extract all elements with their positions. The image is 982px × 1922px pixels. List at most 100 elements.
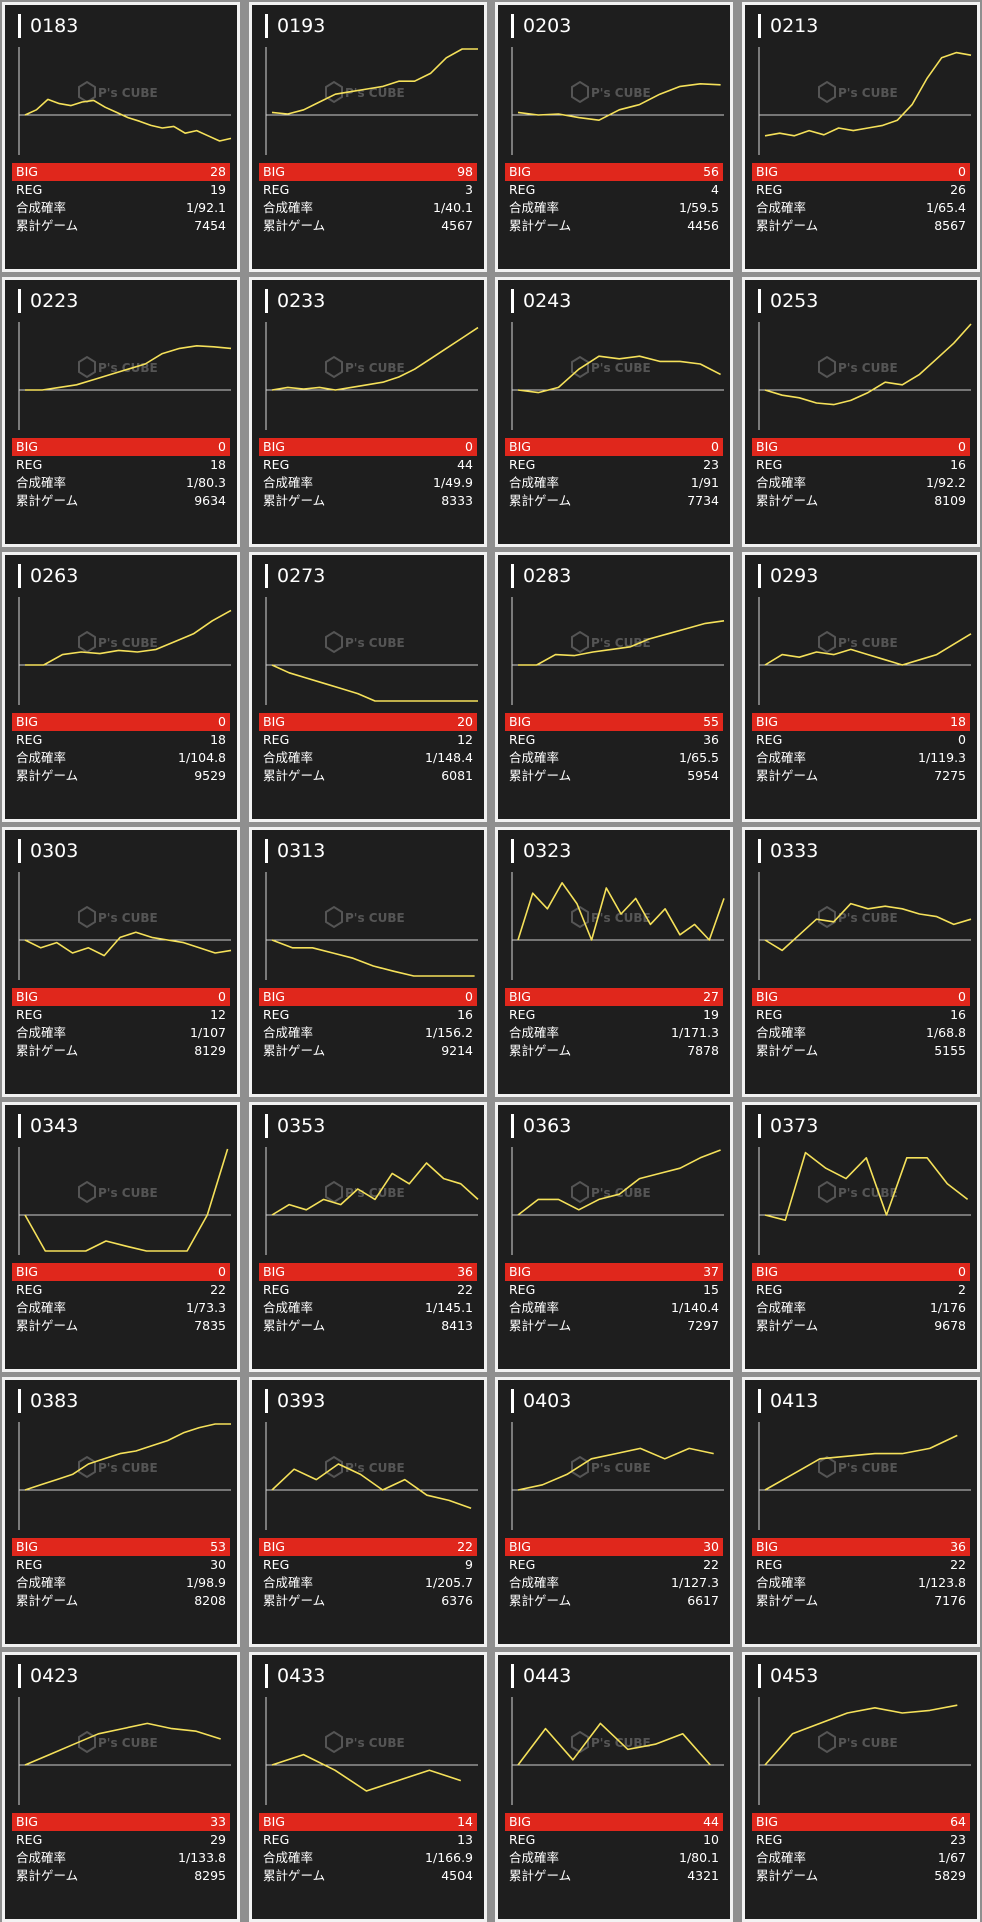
machine-card[interactable]: 0243 P's CUBE BIG 0 REG 23 合成確率 1/91 累計ゲーム 7734 (495, 277, 733, 547)
machine-card[interactable]: 0433 P's CUBE BIG 14 REG 13 合成確率 1/166.9 累計ゲーム 45… (249, 1652, 487, 1922)
machine-card[interactable]: 0263 P's CUBE BIG 0 REG 18 合成確率 1/104.8 累計ゲーム 952… (2, 552, 240, 822)
slump-graph: P's CUBE (265, 872, 478, 980)
machine-card[interactable]: 0233 P's CUBE BIG 0 REG 44 合成確率 1/49.9 累計ゲーム 8333 (249, 277, 487, 547)
stat-value: 28 (210, 164, 226, 179)
machine-card[interactable]: 0363 P's CUBE BIG 37 REG 15 合成確率 1/140.4 累計ゲーム 72… (495, 1102, 733, 1372)
slump-graph: P's CUBE (265, 47, 478, 155)
machine-number: 0343 (18, 1114, 78, 1138)
total-games-row: 累計ゲーム 7176 (752, 1592, 970, 1610)
watermark-logo: P's CUBE (818, 630, 898, 654)
stat-label: 合成確率 (263, 1300, 314, 1315)
stat-label: 累計ゲーム (16, 768, 79, 783)
machine-card[interactable]: 0223 P's CUBE BIG 0 REG 18 合成確率 1/80.3 累計ゲーム 9634 (2, 277, 240, 547)
big-count-row: BIG 53 (12, 1538, 230, 1556)
machine-card[interactable]: 0323 P's CUBE BIG 27 REG 19 合成確率 1/171.3 累計ゲーム 78… (495, 827, 733, 1097)
stat-label: REG (756, 732, 783, 747)
combined-rate-row: 合成確率 1/156.2 (259, 1024, 477, 1042)
svg-text:P's CUBE: P's CUBE (838, 86, 898, 100)
combined-rate-row: 合成確率 1/68.8 (752, 1024, 970, 1042)
stat-value: 10 (703, 1832, 719, 1847)
machine-number: 0243 (511, 289, 571, 313)
reg-count-row: REG 4 (505, 181, 723, 199)
stat-label: 累計ゲーム (509, 1318, 572, 1333)
stat-label: REG (16, 1832, 43, 1847)
machine-number: 0413 (758, 1389, 818, 1413)
reg-count-row: REG 30 (12, 1556, 230, 1574)
machine-stats: BIG 0 REG 26 合成確率 1/65.4 累計ゲーム 8567 (752, 163, 970, 235)
total-games-row: 累計ゲーム 8129 (12, 1042, 230, 1060)
machine-number: 0373 (758, 1114, 818, 1138)
machine-card[interactable]: 0203 P's CUBE BIG 56 REG 4 合成確率 1/59.5 累計ゲーム 4456 (495, 2, 733, 272)
total-games-row: 累計ゲーム 8208 (12, 1592, 230, 1610)
stat-value: 4 (711, 182, 719, 197)
machine-card[interactable]: 0303 P's CUBE BIG 0 REG 12 合成確率 1/107 累計ゲーム 8129 (2, 827, 240, 1097)
combined-rate-row: 合成確率 1/80.3 (12, 474, 230, 492)
stat-label: REG (16, 1007, 43, 1022)
total-games-row: 累計ゲーム 4456 (505, 217, 723, 235)
machine-number: 0383 (18, 1389, 78, 1413)
stat-value: 20 (457, 714, 473, 729)
machine-card[interactable]: 0273 P's CUBE BIG 20 REG 12 合成確率 1/148.4 累計ゲーム 60… (249, 552, 487, 822)
svg-text:P's CUBE: P's CUBE (345, 636, 405, 650)
machine-number: 0363 (511, 1114, 571, 1138)
svg-text:P's CUBE: P's CUBE (98, 1186, 158, 1200)
machine-card[interactable]: 0383 P's CUBE BIG 53 REG 30 合成確率 1/98.9 累計ゲーム 820… (2, 1377, 240, 1647)
stat-label: REG (263, 1282, 290, 1297)
machine-card[interactable]: 0213 P's CUBE BIG 0 REG 26 合成確率 1/65.4 累計ゲーム 8567 (742, 2, 980, 272)
reg-count-row: REG 36 (505, 731, 723, 749)
machine-card[interactable]: 0293 P's CUBE BIG 18 REG 0 合成確率 1/119.3 累計ゲーム 727… (742, 552, 980, 822)
machine-card[interactable]: 0423 P's CUBE BIG 33 REG 29 合成確率 1/133.8 累計ゲーム 82… (2, 1652, 240, 1922)
stat-label: 合成確率 (263, 750, 314, 765)
machine-card[interactable]: 0403 P's CUBE BIG 30 REG 22 合成確率 1/127.3 累計ゲーム 66… (495, 1377, 733, 1647)
slump-line (271, 664, 478, 702)
machine-card[interactable]: 0393 P's CUBE BIG 22 REG 9 合成確率 1/205.7 累計ゲーム 637… (249, 1377, 487, 1647)
stat-value: 6376 (441, 1593, 473, 1608)
reg-count-row: REG 10 (505, 1831, 723, 1849)
stat-value: 26 (950, 182, 966, 197)
machine-card[interactable]: 0443 P's CUBE BIG 44 REG 10 合成確率 1/80.1 累計ゲーム 432… (495, 1652, 733, 1922)
machine-card[interactable]: 0283 P's CUBE BIG 55 REG 36 合成確率 1/65.5 累計ゲーム 595… (495, 552, 733, 822)
slump-line (517, 1447, 714, 1491)
machine-card[interactable]: 0253 P's CUBE BIG 0 REG 16 合成確率 1/92.2 累計ゲーム 8109 (742, 277, 980, 547)
stat-value: 7297 (687, 1318, 719, 1333)
stat-value: 5829 (934, 1868, 966, 1883)
stat-label: 累計ゲーム (509, 1043, 572, 1058)
stat-value: 7454 (194, 218, 226, 233)
machine-card[interactable]: 0333 P's CUBE BIG 0 REG 16 合成確率 1/68.8 累計ゲーム 5155 (742, 827, 980, 1097)
stat-value: 5155 (934, 1043, 966, 1058)
stat-label: REG (263, 457, 290, 472)
machine-stats: BIG 28 REG 19 合成確率 1/92.1 累計ゲーム 7454 (12, 163, 230, 235)
stat-value: 22 (950, 1557, 966, 1572)
stat-value: 1/80.1 (679, 1850, 719, 1865)
slump-graph: P's CUBE (758, 322, 972, 430)
machine-card[interactable]: 0353 P's CUBE BIG 36 REG 22 合成確率 1/145.1 累計ゲーム 84… (249, 1102, 487, 1372)
stat-label: BIG (509, 439, 531, 454)
machine-card[interactable]: 0413 P's CUBE BIG 36 REG 22 合成確率 1/123.8 累計ゲーム 71… (742, 1377, 980, 1647)
watermark-logo: P's CUBE (818, 1730, 898, 1754)
total-games-row: 累計ゲーム 6617 (505, 1592, 723, 1610)
slump-graph: P's CUBE (511, 322, 724, 430)
slump-graph: P's CUBE (265, 1422, 478, 1530)
stat-label: 累計ゲーム (756, 1318, 819, 1333)
machine-stats: BIG 0 REG 18 合成確率 1/104.8 累計ゲーム 9529 (12, 713, 230, 785)
machine-card[interactable]: 0453 P's CUBE BIG 64 REG 23 合成確率 1/67 累計ゲーム 5829 (742, 1652, 980, 1922)
machine-card[interactable]: 0193 P's CUBE BIG 98 REG 3 合成確率 1/40.1 累計ゲーム 4567 (249, 2, 487, 272)
big-count-row: BIG 30 (505, 1538, 723, 1556)
machine-stats: BIG 37 REG 15 合成確率 1/140.4 累計ゲーム 7297 (505, 1263, 723, 1335)
big-count-row: BIG 22 (259, 1538, 477, 1556)
stat-value: 0 (465, 439, 473, 454)
machine-card[interactable]: 0343 P's CUBE BIG 0 REG 22 合成確率 1/73.3 累計ゲーム 7835 (2, 1102, 240, 1372)
stat-label: 合成確率 (756, 1025, 807, 1040)
stat-label: 累計ゲーム (16, 493, 79, 508)
machine-stats: BIG 14 REG 13 合成確率 1/166.9 累計ゲーム 4504 (259, 1813, 477, 1885)
stat-value: 19 (703, 1007, 719, 1022)
machine-card[interactable]: 0313 P's CUBE BIG 0 REG 16 合成確率 1/156.2 累計ゲーム 921… (249, 827, 487, 1097)
svg-text:P's CUBE: P's CUBE (838, 361, 898, 375)
reg-count-row: REG 18 (12, 731, 230, 749)
stat-label: 合成確率 (509, 1575, 560, 1590)
machine-card[interactable]: 0183 P's CUBE BIG 28 REG 19 合成確率 1/92.1 累計ゲーム 745… (2, 2, 240, 272)
reg-count-row: REG 22 (259, 1281, 477, 1299)
reg-count-row: REG 23 (505, 456, 723, 474)
stat-label: 合成確率 (263, 1025, 314, 1040)
machine-card[interactable]: 0373 P's CUBE BIG 0 REG 2 合成確率 1/176 累計ゲーム 9678 (742, 1102, 980, 1372)
